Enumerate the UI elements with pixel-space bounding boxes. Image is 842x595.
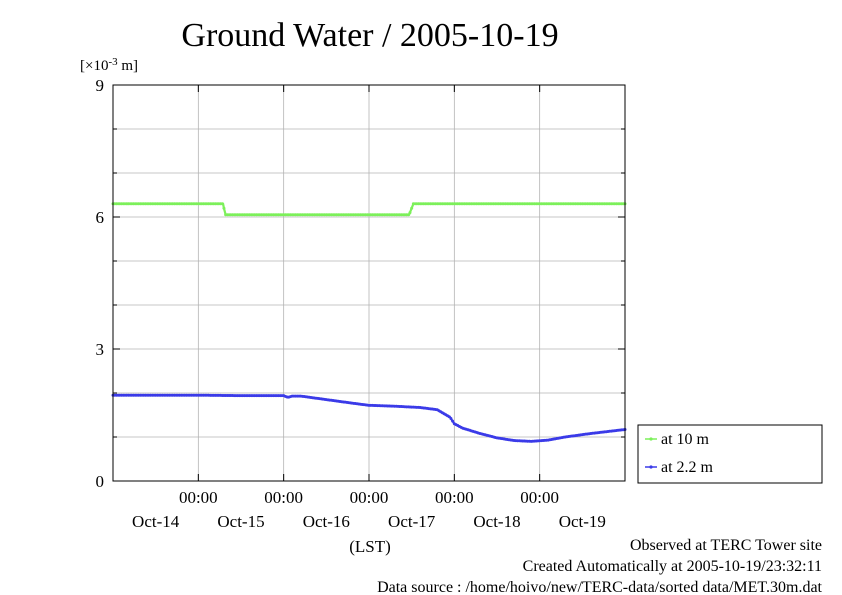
footer-observed: Observed at TERC Tower site	[630, 537, 822, 554]
y-tick-label: 6	[96, 208, 105, 227]
grid-lines	[113, 85, 625, 481]
legend: at 10 m at 2.2 m	[637, 424, 823, 484]
x-tick-labels: 00:00 00:00 00:00 00:00 00:00 Oct-14 Oct-15 Oct…	[132, 488, 606, 531]
legend-label-10m: at 10 m	[661, 431, 710, 448]
legend-box	[637, 424, 823, 484]
x-tick-label-time: 00:00	[520, 488, 559, 507]
y-tick-label: 3	[96, 340, 105, 359]
x-tick-label-time: 00:00	[435, 488, 474, 507]
axis-ticks	[113, 84, 625, 482]
x-tick-label-time: 00:00	[350, 488, 389, 507]
x-tick-label-day: Oct-15	[217, 512, 264, 531]
x-tick-label-day: Oct-18	[473, 512, 520, 531]
data-point	[406, 213, 410, 217]
x-tick-label-day: Oct-16	[303, 512, 350, 531]
series-markers-at-10-m	[111, 202, 627, 217]
x-tick-label-day: Oct-14	[132, 512, 180, 531]
y-unit-label: [×10-3 m]	[80, 56, 138, 74]
data-point	[410, 206, 414, 210]
series-layer	[111, 202, 627, 443]
data-point	[220, 202, 224, 206]
legend-marker-2-2m	[649, 465, 653, 469]
x-axis-label: (LST)	[349, 537, 391, 556]
legend-marker-10m	[649, 437, 653, 441]
series-markers-at-2-2-m	[111, 393, 627, 443]
data-point	[408, 211, 412, 215]
y-tick-labels: 0 3 6 9	[96, 76, 105, 491]
data-point	[449, 417, 453, 421]
x-tick-label-day: Oct-19	[559, 512, 606, 531]
data-point	[451, 419, 455, 423]
footer-source: Data source : /home/hoivo/new/TERC-data/…	[377, 579, 822, 595]
footer-created: Created Automatically at 2005-10-19/23:3…	[523, 558, 822, 575]
y-tick-label: 0	[96, 472, 105, 491]
x-tick-label-day: Oct-17	[388, 512, 436, 531]
chart-title: Ground Water / 2005-10-19	[181, 17, 558, 54]
data-point	[222, 206, 226, 210]
legend-label-2-2m: at 2.2 m	[661, 459, 714, 476]
y-tick-label: 9	[96, 76, 105, 95]
x-tick-label-time: 00:00	[264, 488, 303, 507]
x-tick-label-time: 00:00	[179, 488, 218, 507]
